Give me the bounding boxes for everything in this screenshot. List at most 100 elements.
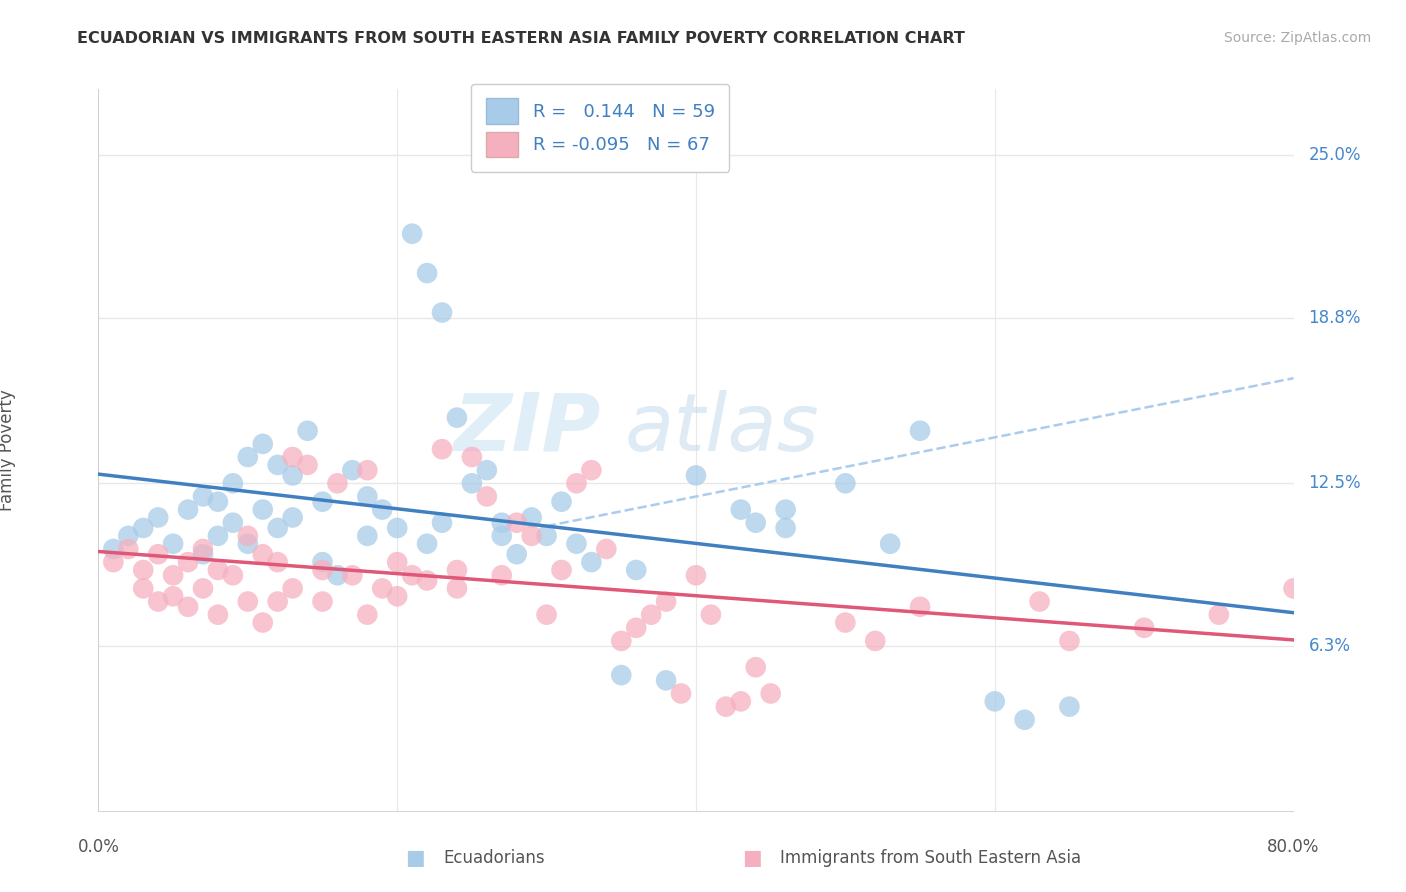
Text: 80.0%: 80.0%	[1267, 838, 1320, 856]
Point	[267, 555, 290, 569]
Point	[1133, 621, 1156, 635]
Point	[132, 582, 155, 596]
Point	[342, 568, 364, 582]
Point	[655, 673, 678, 688]
Text: ECUADORIAN VS IMMIGRANTS FROM SOUTH EASTERN ASIA FAMILY POVERTY CORRELATION CHAR: ECUADORIAN VS IMMIGRANTS FROM SOUTH EAST…	[77, 31, 965, 46]
Point	[536, 607, 558, 622]
Point	[626, 621, 648, 635]
Point	[565, 537, 588, 551]
Point	[685, 568, 707, 582]
Point	[401, 227, 423, 241]
Point	[356, 607, 378, 622]
Point	[236, 529, 259, 543]
Text: Ecuadorians: Ecuadorians	[443, 849, 544, 867]
Text: Source: ZipAtlas.com: Source: ZipAtlas.com	[1223, 31, 1371, 45]
Point	[520, 529, 543, 543]
Point	[311, 563, 333, 577]
Point	[311, 594, 333, 608]
Point	[281, 468, 304, 483]
Point	[581, 555, 603, 569]
Point	[222, 516, 245, 530]
Point	[103, 555, 125, 569]
Point	[1014, 713, 1036, 727]
Point	[446, 563, 468, 577]
Point	[103, 541, 125, 556]
Point	[430, 516, 453, 530]
Point	[416, 537, 439, 551]
Point	[595, 541, 617, 556]
Point	[177, 502, 200, 516]
Text: 25.0%: 25.0%	[1309, 146, 1361, 164]
Point	[252, 547, 274, 561]
Text: 12.5%: 12.5%	[1309, 475, 1361, 492]
Point	[267, 521, 290, 535]
Point	[416, 266, 439, 280]
Point	[430, 305, 453, 319]
Point	[371, 502, 394, 516]
Point	[745, 660, 768, 674]
Point	[655, 594, 678, 608]
Point	[191, 541, 214, 556]
Point	[267, 458, 290, 472]
Text: 18.8%: 18.8%	[1309, 309, 1361, 326]
Point	[1282, 582, 1305, 596]
Point	[148, 594, 170, 608]
Point	[281, 582, 304, 596]
Point	[297, 424, 319, 438]
Point	[491, 529, 513, 543]
Point	[222, 476, 245, 491]
Point	[356, 490, 378, 504]
Point	[626, 563, 648, 577]
Point	[236, 594, 259, 608]
Point	[385, 589, 409, 603]
Point	[148, 510, 170, 524]
Point	[446, 410, 468, 425]
Point	[162, 589, 184, 603]
Point	[1028, 594, 1050, 608]
Point	[281, 450, 304, 464]
Point	[879, 537, 901, 551]
Point	[326, 568, 349, 582]
Text: atlas: atlas	[624, 390, 820, 467]
Point	[581, 463, 603, 477]
Point	[1059, 699, 1081, 714]
Point	[117, 529, 139, 543]
Point	[669, 686, 692, 700]
Point	[311, 555, 333, 569]
Point	[236, 450, 259, 464]
Point	[1059, 634, 1081, 648]
Point	[775, 521, 797, 535]
Point	[536, 529, 558, 543]
Point	[132, 521, 155, 535]
Point	[491, 568, 513, 582]
Point	[356, 529, 378, 543]
Point	[908, 424, 931, 438]
Point	[132, 563, 155, 577]
Point	[491, 516, 513, 530]
Text: Immigrants from South Eastern Asia: Immigrants from South Eastern Asia	[780, 849, 1081, 867]
Point	[267, 594, 290, 608]
Point	[281, 510, 304, 524]
Point	[759, 686, 782, 700]
Point	[177, 555, 200, 569]
Point	[207, 563, 229, 577]
Point	[252, 437, 274, 451]
Point	[297, 458, 319, 472]
Point	[162, 537, 184, 551]
Point	[550, 563, 572, 577]
Point	[385, 555, 409, 569]
Point	[714, 699, 737, 714]
Point	[834, 615, 856, 630]
Point	[506, 516, 529, 530]
Point	[685, 468, 707, 483]
Legend: R =   0.144   N = 59, R = -0.095   N = 67: R = 0.144 N = 59, R = -0.095 N = 67	[471, 84, 730, 172]
Point	[610, 634, 633, 648]
Point	[236, 537, 259, 551]
Point	[461, 476, 484, 491]
Point	[506, 547, 529, 561]
Point	[700, 607, 723, 622]
Point	[342, 463, 364, 477]
Point	[865, 634, 887, 648]
Point	[520, 510, 543, 524]
Text: 6.3%: 6.3%	[1309, 637, 1350, 656]
